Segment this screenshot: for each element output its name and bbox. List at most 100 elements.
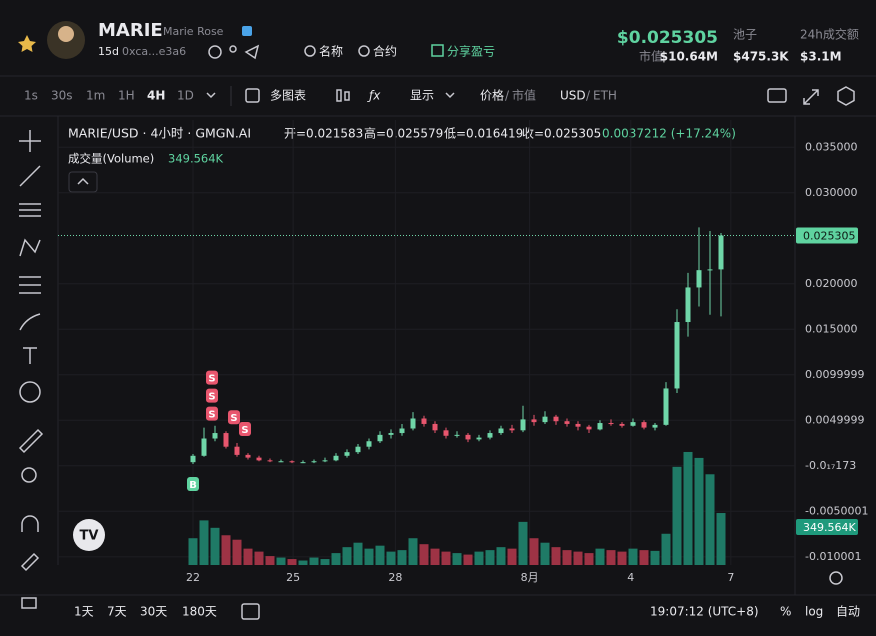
multi-chart[interactable]: 多图表 [270,89,306,103]
y-tick-label: 0.015000 [805,322,858,335]
search-icon[interactable] [358,45,370,57]
candle-body [619,423,625,426]
candle-body [245,454,251,458]
user-icon[interactable] [229,45,237,53]
volume-bar [683,451,693,565]
price-toggle[interactable]: 价格 [480,88,504,103]
usd-toggle[interactable]: USD [560,89,586,103]
link-contract[interactable]: 合约 [373,44,397,59]
trade-marker [206,406,218,421]
candle-body [399,428,405,434]
last-price-box [796,227,858,244]
verified [242,26,252,36]
dropdown[interactable] [445,92,455,99]
axis-settings[interactable] [829,571,843,585]
candle-body [311,461,317,463]
interval[interactable]: 1m [86,89,105,103]
eth-toggle[interactable]: ETH [593,89,617,103]
candle-body [696,270,702,288]
log-toggle[interactable]: log [805,605,823,619]
candle-body [443,430,449,436]
auto-toggle[interactable]: 自动 [836,605,860,619]
candle-body [223,433,229,447]
volume-label: 成交量(Volume) [68,152,154,166]
website-icon[interactable] [208,45,222,59]
lock-tool[interactable] [21,597,37,609]
candle-body [597,423,603,430]
interval[interactable]: 30s [51,89,73,103]
candle-body [542,416,548,423]
fullscreen-icon[interactable] [803,89,819,105]
collapse-button[interactable] [68,171,98,193]
text-tool[interactable] [23,347,37,364]
share-icon[interactable] [431,44,444,57]
candle-body [498,428,504,434]
pencil-lock-tool[interactable] [20,552,40,572]
mcap-toggle[interactable]: 市值 [512,88,536,103]
volume-bar [419,544,429,565]
separator: / [586,89,591,103]
interval[interactable]: 4H [147,89,165,103]
display[interactable]: 显示 [410,89,434,103]
ruler-tool[interactable] [18,428,44,454]
projection-tool[interactable] [19,276,41,294]
trendline-tool[interactable] [19,165,41,187]
pattern-tool[interactable] [19,238,41,257]
candle-icon[interactable] [336,89,342,102]
stat-label: 市值 [639,49,663,64]
token-address[interactable]: 0xca...e3a6 [122,45,186,58]
range[interactable]: 1天 [74,605,94,619]
range[interactable]: 180天 [182,605,217,619]
volume-bar [573,551,583,565]
percent-toggle[interactable]: % [780,605,791,619]
y-tick-label: 0.0099999 [805,368,865,381]
interval[interactable]: 1s [24,89,38,103]
collapse-icon[interactable] [77,177,89,185]
emoji-tool[interactable] [19,381,41,403]
candle-body [388,433,394,435]
volume-bar [705,474,715,565]
candle-body [630,422,636,426]
interval[interactable]: 1H [118,89,135,103]
y-tick-label: 0.0049999 [805,413,865,426]
last-volume-box [796,519,858,536]
range[interactable]: 30天 [140,605,167,619]
dropdown[interactable] [206,92,216,99]
interval[interactable]: 1D [177,89,194,103]
candle-body [685,287,691,323]
link-share[interactable]: 分享盈亏 [447,44,495,59]
calendar-icon[interactable] [241,603,260,620]
volume-bar [408,538,418,565]
fib-tool[interactable] [19,203,41,217]
fx-icon[interactable]: ƒx [367,89,381,103]
range[interactable]: 7天 [107,605,127,619]
camera-icon[interactable] [767,88,787,103]
volume-bar [254,551,264,565]
favorite[interactable] [18,35,36,52]
candle-body [410,418,416,429]
y-tick-label: -0.010001 [805,550,861,563]
settings-icon[interactable] [837,86,855,106]
crosshair-tool[interactable] [19,130,41,152]
volume-bar [529,538,539,565]
volume-bar [232,539,242,565]
search-icon[interactable] [304,45,316,57]
brush-tool[interactable] [19,313,41,331]
separator: / [505,89,510,103]
telegram-icon[interactable] [244,44,260,60]
candle-body [663,388,669,425]
candle-body [190,455,196,463]
link-name[interactable]: 名称 [319,44,343,59]
add-icon[interactable] [245,88,260,103]
candle-icon[interactable] [344,91,350,101]
candle-body [531,419,537,423]
magnet-tool[interactable] [21,515,39,532]
candle-body [520,419,526,431]
volume-value: 349.564K [168,152,224,166]
token-age: 15d [98,45,119,58]
zoom-tool[interactable] [21,467,37,483]
volume-bar [364,548,374,565]
volume-bar [507,548,517,565]
volume-bar [661,533,671,565]
volume-bar [243,548,253,565]
